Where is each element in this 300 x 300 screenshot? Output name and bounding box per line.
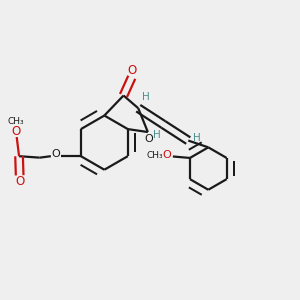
Text: CH₃: CH₃ <box>8 117 24 126</box>
Text: O: O <box>145 134 153 143</box>
Text: O: O <box>128 64 137 77</box>
Text: H: H <box>153 130 160 140</box>
Text: H: H <box>193 133 201 142</box>
Text: O: O <box>51 149 60 159</box>
Text: O: O <box>163 150 171 160</box>
Text: O: O <box>11 125 21 138</box>
Text: H: H <box>142 92 149 102</box>
Text: O: O <box>15 175 24 188</box>
Text: CH₃: CH₃ <box>146 151 163 160</box>
